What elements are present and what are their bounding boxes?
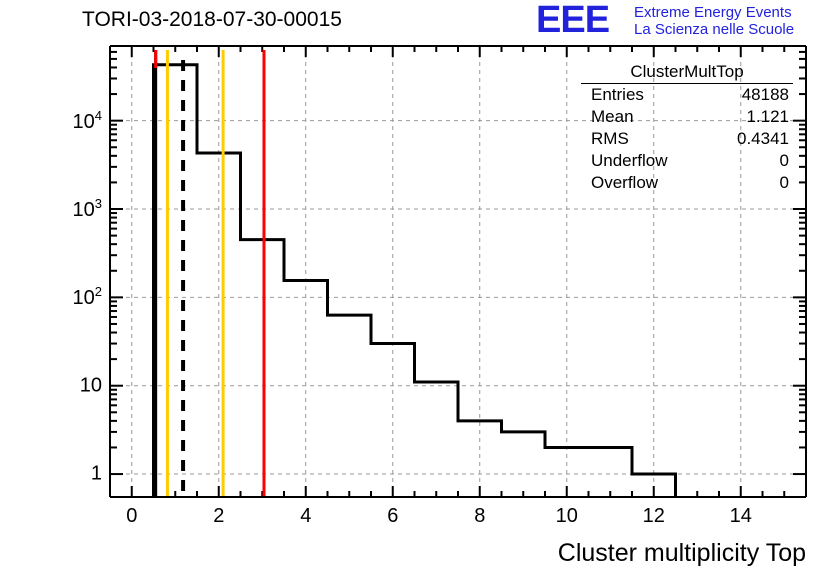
stats-row-value: 48188	[741, 85, 789, 104]
eee-logo-mark: EEE	[536, 0, 610, 41]
y-tick-label: 104	[72, 107, 102, 133]
y-tick-label: 10	[79, 374, 102, 397]
stats-row-value: 0.4341	[737, 129, 789, 148]
stats-row-value: 0	[779, 151, 789, 170]
stats-row-key: Entries	[591, 85, 644, 104]
x-tick-label: 12	[642, 505, 665, 527]
histogram-step-line	[152, 63, 677, 497]
stats-row-key: Mean	[591, 107, 634, 126]
stats-title: ClusterMultTop	[581, 62, 793, 84]
x-axis-title: Cluster multiplicity Top	[557, 539, 806, 567]
eee-logo: EEE EEE Extreme Energy Events La Scienza…	[536, 0, 834, 43]
stats-rows: Entries 48188 Mean 1.121 RMS 0.4341 Underflow 0…	[581, 84, 793, 194]
y-tick-label: 1	[90, 462, 102, 485]
stats-row: Mean 1.121	[581, 106, 793, 128]
stats-row-value: 0	[779, 173, 789, 192]
stats-row-key: Underflow	[591, 151, 668, 170]
x-tick-label: 6	[387, 505, 399, 527]
x-tick-label: 0	[126, 505, 138, 527]
x-tick-label: 14	[729, 505, 752, 527]
stats-row-key: Overflow	[591, 173, 659, 192]
stats-row: Entries 48188	[581, 84, 793, 106]
stats-row: Overflow 0	[581, 172, 793, 194]
y-tick-label: 103	[72, 196, 102, 221]
x-tick-label: 10	[555, 505, 578, 527]
eee-logo-line2: La Scienza nelle Scuole	[634, 21, 795, 38]
x-tick-label: 2	[213, 505, 225, 527]
stats-row-key: RMS	[591, 129, 629, 148]
stats-box: ClusterMultTop Entries 48188 Mean 1.121 RMS 0…	[581, 62, 793, 194]
eee-logo-line1: Extreme Energy Events	[634, 4, 792, 21]
x-tick-label: 4	[300, 505, 312, 527]
stats-row-value: 1.121	[746, 107, 789, 126]
x-tick-label: 8	[474, 505, 486, 527]
stats-row: Underflow 0	[581, 150, 793, 172]
y-tick-label: 102	[72, 284, 102, 310]
stats-row: RMS 0.4341	[581, 128, 793, 150]
page-title: TORI-03-2018-07-30-00015	[82, 8, 342, 31]
